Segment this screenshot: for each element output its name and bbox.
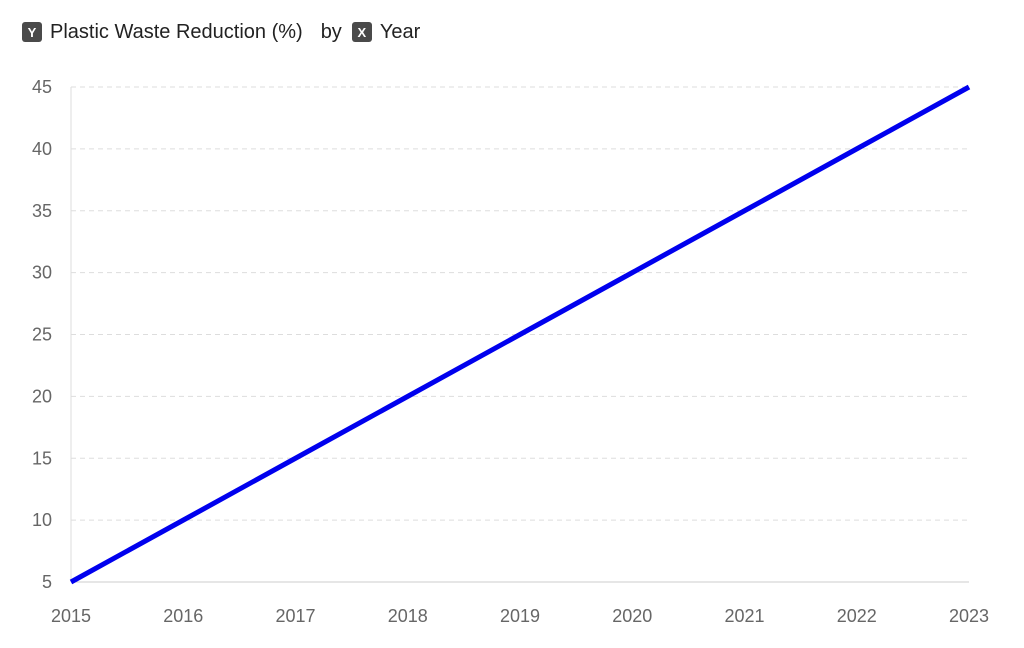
header-joiner: by xyxy=(320,20,342,43)
x-tick-label: 2018 xyxy=(388,606,428,626)
x-tick-label: 2021 xyxy=(724,606,764,626)
y-tick-label: 25 xyxy=(32,325,52,345)
x-tick-label: 2016 xyxy=(163,606,203,626)
y-tick-label: 20 xyxy=(32,386,52,406)
y-tick-label: 40 xyxy=(32,139,52,159)
x-tick-label: 2020 xyxy=(612,606,652,626)
y-tick-labels: 5 10 15 20 25 30 35 40 45 xyxy=(32,77,52,592)
series-lines xyxy=(69,84,971,585)
chart-header: Y Plastic Waste Reduction (%) by X Year xyxy=(22,18,420,46)
y-tick-label: 30 xyxy=(32,263,52,283)
grid-lines xyxy=(71,86,969,521)
y-axis-title: Plastic Waste Reduction (%) xyxy=(50,20,303,43)
y-axis-badge: Y xyxy=(22,22,42,42)
x-tick-label: 2015 xyxy=(51,606,91,626)
x-axis-badge: X xyxy=(351,22,372,42)
series-line xyxy=(69,84,971,585)
x-tick-label: 2019 xyxy=(500,606,540,626)
axes xyxy=(70,87,969,583)
y-tick-label: 15 xyxy=(32,448,52,468)
x-tick-label: 2022 xyxy=(837,606,877,626)
x-tick-label: 2017 xyxy=(275,606,315,626)
y-tick-label: 45 xyxy=(32,77,52,97)
x-tick-labels: 2015 2016 2017 2018 2019 2020 2021 2022 2023 xyxy=(51,606,989,626)
y-tick-label: 5 xyxy=(42,572,52,592)
y-tick-label: 35 xyxy=(32,201,52,221)
x-axis-title: Year xyxy=(379,20,421,43)
y-tick-label: 10 xyxy=(32,510,52,530)
x-tick-label: 2023 xyxy=(949,606,989,626)
